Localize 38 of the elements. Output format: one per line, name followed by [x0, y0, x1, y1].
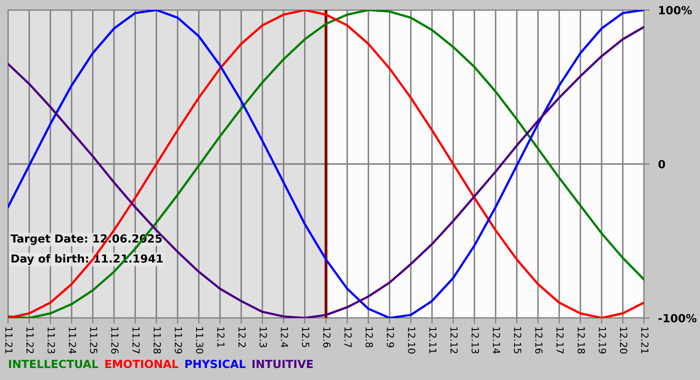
x-tick-label: 12.8 [366, 327, 373, 348]
y-tick-label: 0 [658, 160, 666, 168]
text: EMOTIONAL [105, 360, 178, 368]
x-tick-label: 12.3 [260, 327, 267, 348]
x-tick-label: 12.1 [217, 327, 225, 348]
x-tick-label: 12.11 [429, 327, 437, 354]
x-tick-label: 12.17 [556, 327, 564, 354]
x-tick-label: 11.23 [48, 327, 55, 354]
x-tick-label: 12.5 [302, 327, 310, 348]
x-tick-label: 12.9 [386, 327, 394, 348]
x-tick-label: 12.14 [492, 327, 500, 354]
x-tick-label: 12.15 [514, 327, 522, 354]
x-tick-label: 11.26 [111, 327, 119, 354]
text: INTELLECTUAL [9, 360, 98, 368]
x-tick-label: 12.13 [472, 327, 479, 354]
x-tick-label: 11.30 [196, 327, 204, 354]
y-tick-label: -100% [658, 314, 696, 322]
x-tick-label: 12.19 [598, 327, 606, 354]
x-tick-label: 11.25 [90, 327, 98, 354]
x-tick-label: 12.16 [535, 327, 543, 354]
x-tick-label: 11.27 [132, 327, 140, 354]
x-tick-label: 12.6 [323, 327, 331, 348]
x-tick-label: 12.12 [450, 327, 458, 354]
x-tick-label: 11.29 [174, 327, 182, 354]
x-tick-label: 12.4 [280, 327, 288, 348]
x-tick-label: 12.18 [578, 327, 585, 354]
x-tick-label: 12.20 [620, 327, 628, 354]
text: INTUITIVE [252, 360, 313, 368]
x-tick-label: 12.21 [641, 327, 649, 354]
text: PHYSICAL [185, 360, 246, 368]
x-tick-label: 11.28 [154, 327, 161, 354]
x-tick-label: 12.7 [344, 327, 352, 348]
x-tick-label: 11.21 [5, 327, 13, 354]
x-tick-label: 12.2 [238, 327, 246, 348]
x-tick-label: 11.24 [68, 327, 76, 354]
y-tick-label: 100% [659, 6, 692, 14]
x-tick-label: 12.10 [408, 327, 416, 354]
x-tick-label: 11.22 [26, 327, 34, 354]
